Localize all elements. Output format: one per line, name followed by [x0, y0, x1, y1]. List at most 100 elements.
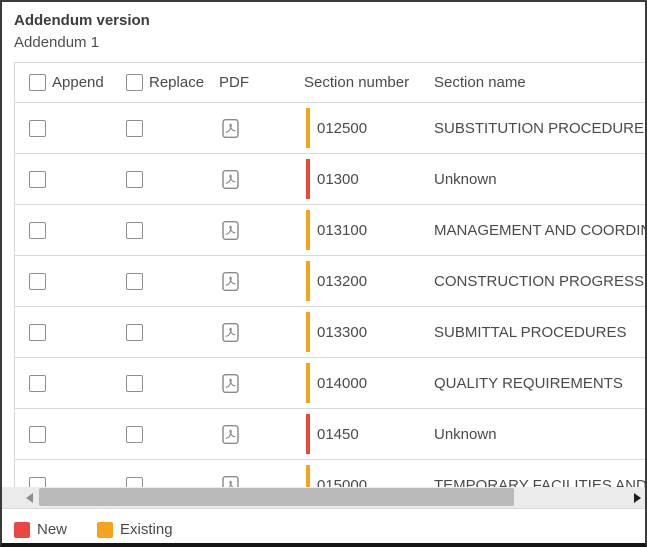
legend-item-existing: Existing	[97, 521, 173, 538]
replace-cell	[112, 323, 209, 341]
replace-checkbox[interactable]	[126, 272, 143, 290]
pdf-file-icon[interactable]	[219, 474, 242, 488]
status-bar	[306, 465, 310, 488]
status-bar	[306, 159, 310, 199]
append-select-all-checkbox[interactable]	[29, 74, 46, 91]
header-block: Addendum version Addendum 1	[14, 11, 150, 52]
pdf-file-icon[interactable]	[219, 270, 242, 293]
section-name-value: SUBSTITUTION PROCEDURES	[434, 119, 645, 137]
append-checkbox[interactable]	[29, 170, 46, 188]
new-status-swatch	[14, 521, 30, 538]
section-name-value: SUBMITTAL PROCEDURES	[434, 323, 627, 341]
section-number-cell: 013100	[304, 210, 434, 250]
replace-checkbox[interactable]	[126, 221, 143, 239]
addendum-version-value: Addendum 1	[14, 34, 100, 51]
append-checkbox[interactable]	[29, 323, 46, 341]
legend-item-new: New	[14, 521, 67, 538]
section-name-value: TEMPORARY FACILITIES AND CONTROLS	[434, 476, 645, 489]
replace-cell	[112, 476, 209, 488]
pdf-cell	[209, 423, 304, 446]
section-number-cell: 014000	[304, 363, 434, 403]
pdf-cell	[209, 219, 304, 242]
section-number-value: 01300	[317, 170, 359, 188]
pdf-file-icon[interactable]	[219, 219, 242, 242]
section-name-cell: SUBMITTAL PROCEDURES	[434, 324, 645, 341]
table-row: 013300 SUBMITTAL PROCEDURES	[15, 307, 645, 358]
append-cell	[15, 323, 112, 341]
section-number-value: 012500	[317, 119, 368, 137]
section-name-cell: TEMPORARY FACILITIES AND CONTROLS	[434, 477, 645, 489]
append-cell	[15, 425, 112, 443]
append-cell	[15, 119, 112, 137]
append-checkbox[interactable]	[29, 476, 46, 488]
section-name-column-header: Section name	[434, 74, 526, 91]
replace-checkbox[interactable]	[126, 374, 143, 392]
section-number-value: 013200	[317, 272, 368, 290]
append-checkbox[interactable]	[29, 221, 46, 239]
section-name-value: MANAGEMENT AND COORDINATION	[434, 221, 645, 239]
table-row: 013100 MANAGEMENT AND COORDINATION	[15, 205, 645, 256]
pdf-file-icon[interactable]	[219, 372, 242, 395]
scroll-left-arrow-icon[interactable]	[26, 492, 33, 503]
section-number-header-cell: Section number	[304, 74, 434, 91]
append-cell	[15, 374, 112, 392]
section-name-value: Unknown	[434, 425, 497, 443]
table-row: 014000 QUALITY REQUIREMENTS	[15, 358, 645, 409]
section-number-cell: 01300	[304, 159, 434, 199]
section-name-value: QUALITY REQUIREMENTS	[434, 374, 623, 392]
section-name-value: Unknown	[434, 170, 497, 188]
replace-column-header: Replace	[149, 74, 205, 91]
table-row: 012500 SUBSTITUTION PROCEDURES	[15, 103, 645, 154]
pdf-cell	[209, 372, 304, 395]
status-legend: New Existing	[14, 521, 173, 538]
scroll-right-arrow-icon[interactable]	[634, 492, 641, 503]
replace-cell	[112, 170, 209, 188]
append-checkbox[interactable]	[29, 119, 46, 137]
pdf-file-icon[interactable]	[219, 321, 242, 344]
section-name-cell: CONSTRUCTION PROGRESS DOCUMENTATION	[434, 273, 645, 290]
status-bar	[306, 210, 310, 250]
section-name-header-cell: Section name	[434, 74, 645, 91]
replace-checkbox[interactable]	[126, 425, 143, 443]
sections-table: Append Replace PDF Section number Sectio…	[14, 62, 645, 488]
section-number-value: 015000	[317, 476, 368, 489]
status-bar	[306, 312, 310, 352]
pdf-cell	[209, 168, 304, 191]
append-checkbox[interactable]	[29, 374, 46, 392]
append-checkbox[interactable]	[29, 272, 46, 290]
pdf-cell	[209, 117, 304, 140]
replace-cell	[112, 425, 209, 443]
replace-checkbox[interactable]	[126, 119, 143, 137]
section-name-cell: MANAGEMENT AND COORDINATION	[434, 222, 645, 239]
status-bar	[306, 261, 310, 301]
table-body: 012500 SUBSTITUTION PROCEDURES 01300 Unk	[15, 103, 645, 488]
scrollbar-thumb[interactable]	[39, 488, 514, 506]
section-number-cell: 013200	[304, 261, 434, 301]
section-number-value: 013300	[317, 323, 368, 341]
existing-status-label: Existing	[120, 521, 173, 538]
section-number-cell: 01450	[304, 414, 434, 454]
replace-checkbox[interactable]	[126, 323, 143, 341]
section-name-cell: Unknown	[434, 171, 645, 188]
pdf-cell	[209, 270, 304, 293]
replace-header-cell: Replace	[112, 74, 209, 91]
horizontal-scrollbar[interactable]	[2, 487, 645, 509]
section-name-cell: Unknown	[434, 426, 645, 443]
replace-checkbox[interactable]	[126, 170, 143, 188]
replace-checkbox[interactable]	[126, 476, 143, 488]
new-status-label: New	[37, 521, 68, 538]
pdf-file-icon[interactable]	[219, 168, 242, 191]
pdf-column-header: PDF	[219, 74, 249, 91]
replace-select-all-checkbox[interactable]	[126, 74, 143, 91]
table-row: 01450 Unknown	[15, 409, 645, 460]
pdf-file-icon[interactable]	[219, 423, 242, 446]
status-bar	[306, 108, 310, 148]
append-cell	[15, 170, 112, 188]
section-number-cell: 015000	[304, 465, 434, 488]
existing-status-swatch	[97, 521, 114, 538]
append-cell	[15, 221, 112, 239]
pdf-file-icon[interactable]	[219, 117, 242, 140]
section-name-cell: SUBSTITUTION PROCEDURES	[434, 120, 645, 137]
page-title: Addendum version	[14, 12, 150, 29]
append-checkbox[interactable]	[29, 425, 46, 443]
